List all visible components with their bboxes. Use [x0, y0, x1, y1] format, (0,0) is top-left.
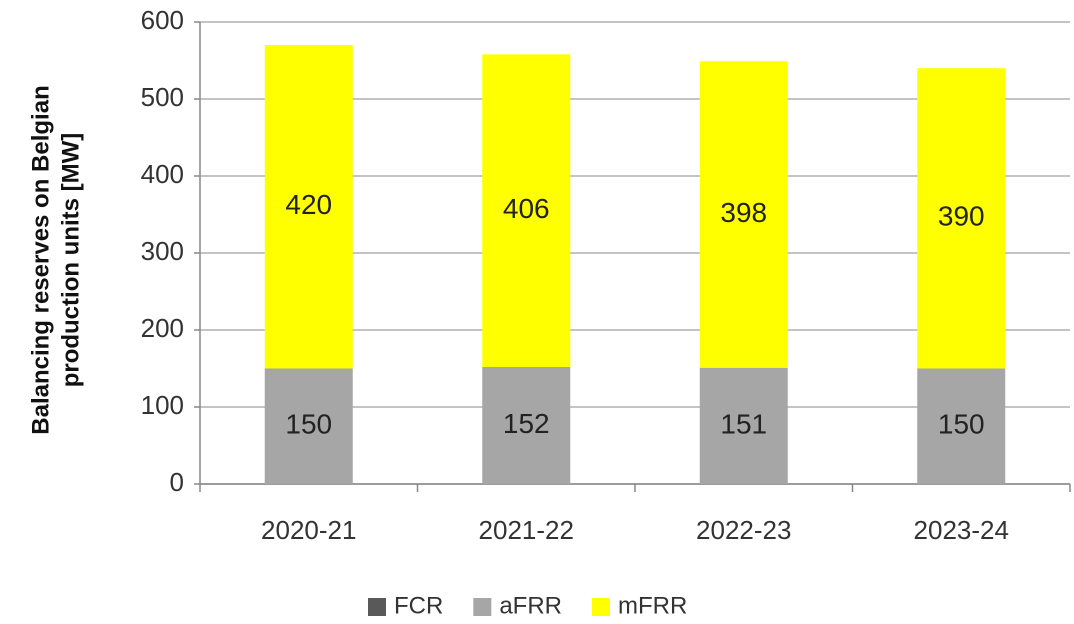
legend-swatch [473, 598, 492, 616]
bar-segment [917, 68, 1006, 369]
y-label-line: Balancing reserves on Belgian [27, 85, 54, 434]
x-tick-label: 2020-21 [261, 515, 356, 545]
y-tick-label: 500 [141, 82, 184, 112]
data-label: 151 [720, 408, 767, 439]
bar-segment [482, 366, 571, 484]
bar-segment [699, 367, 788, 484]
x-tick-label: 2022-23 [696, 515, 791, 545]
bar-segment [917, 368, 1006, 484]
legend-label: mFRR [618, 592, 687, 619]
legend: FCR aFRR mFRR [368, 592, 687, 619]
bar-segment [699, 61, 788, 368]
bar-segment [264, 45, 353, 369]
x-tick-label: 2021-22 [479, 515, 574, 545]
data-label: 390 [938, 201, 985, 232]
legend-swatch [592, 598, 610, 616]
data-label: 420 [285, 189, 332, 220]
bar-segment [264, 368, 353, 484]
y-tick-label: 200 [141, 313, 184, 343]
data-label: 152 [503, 408, 550, 439]
legend-label: aFRR [499, 592, 562, 619]
y-tick-label: 100 [141, 390, 184, 420]
y-tick-label: 300 [141, 236, 184, 266]
y-label-line: production units [MW] [57, 133, 84, 388]
data-label: 150 [285, 409, 332, 440]
y-tick-label: 0 [170, 467, 184, 497]
data-label: 406 [503, 193, 550, 224]
data-label: 398 [720, 197, 767, 228]
legend-label: FCR [394, 592, 443, 619]
data-label: 150 [938, 409, 985, 440]
bar-segment [482, 54, 571, 367]
y-axis-label: Balancing reserves on Belgian production… [27, 85, 84, 434]
legend-swatch [368, 598, 386, 616]
y-tick-label: 400 [141, 159, 184, 189]
y-tick-label: 600 [141, 5, 184, 35]
x-tick-label: 2023-24 [914, 515, 1009, 545]
